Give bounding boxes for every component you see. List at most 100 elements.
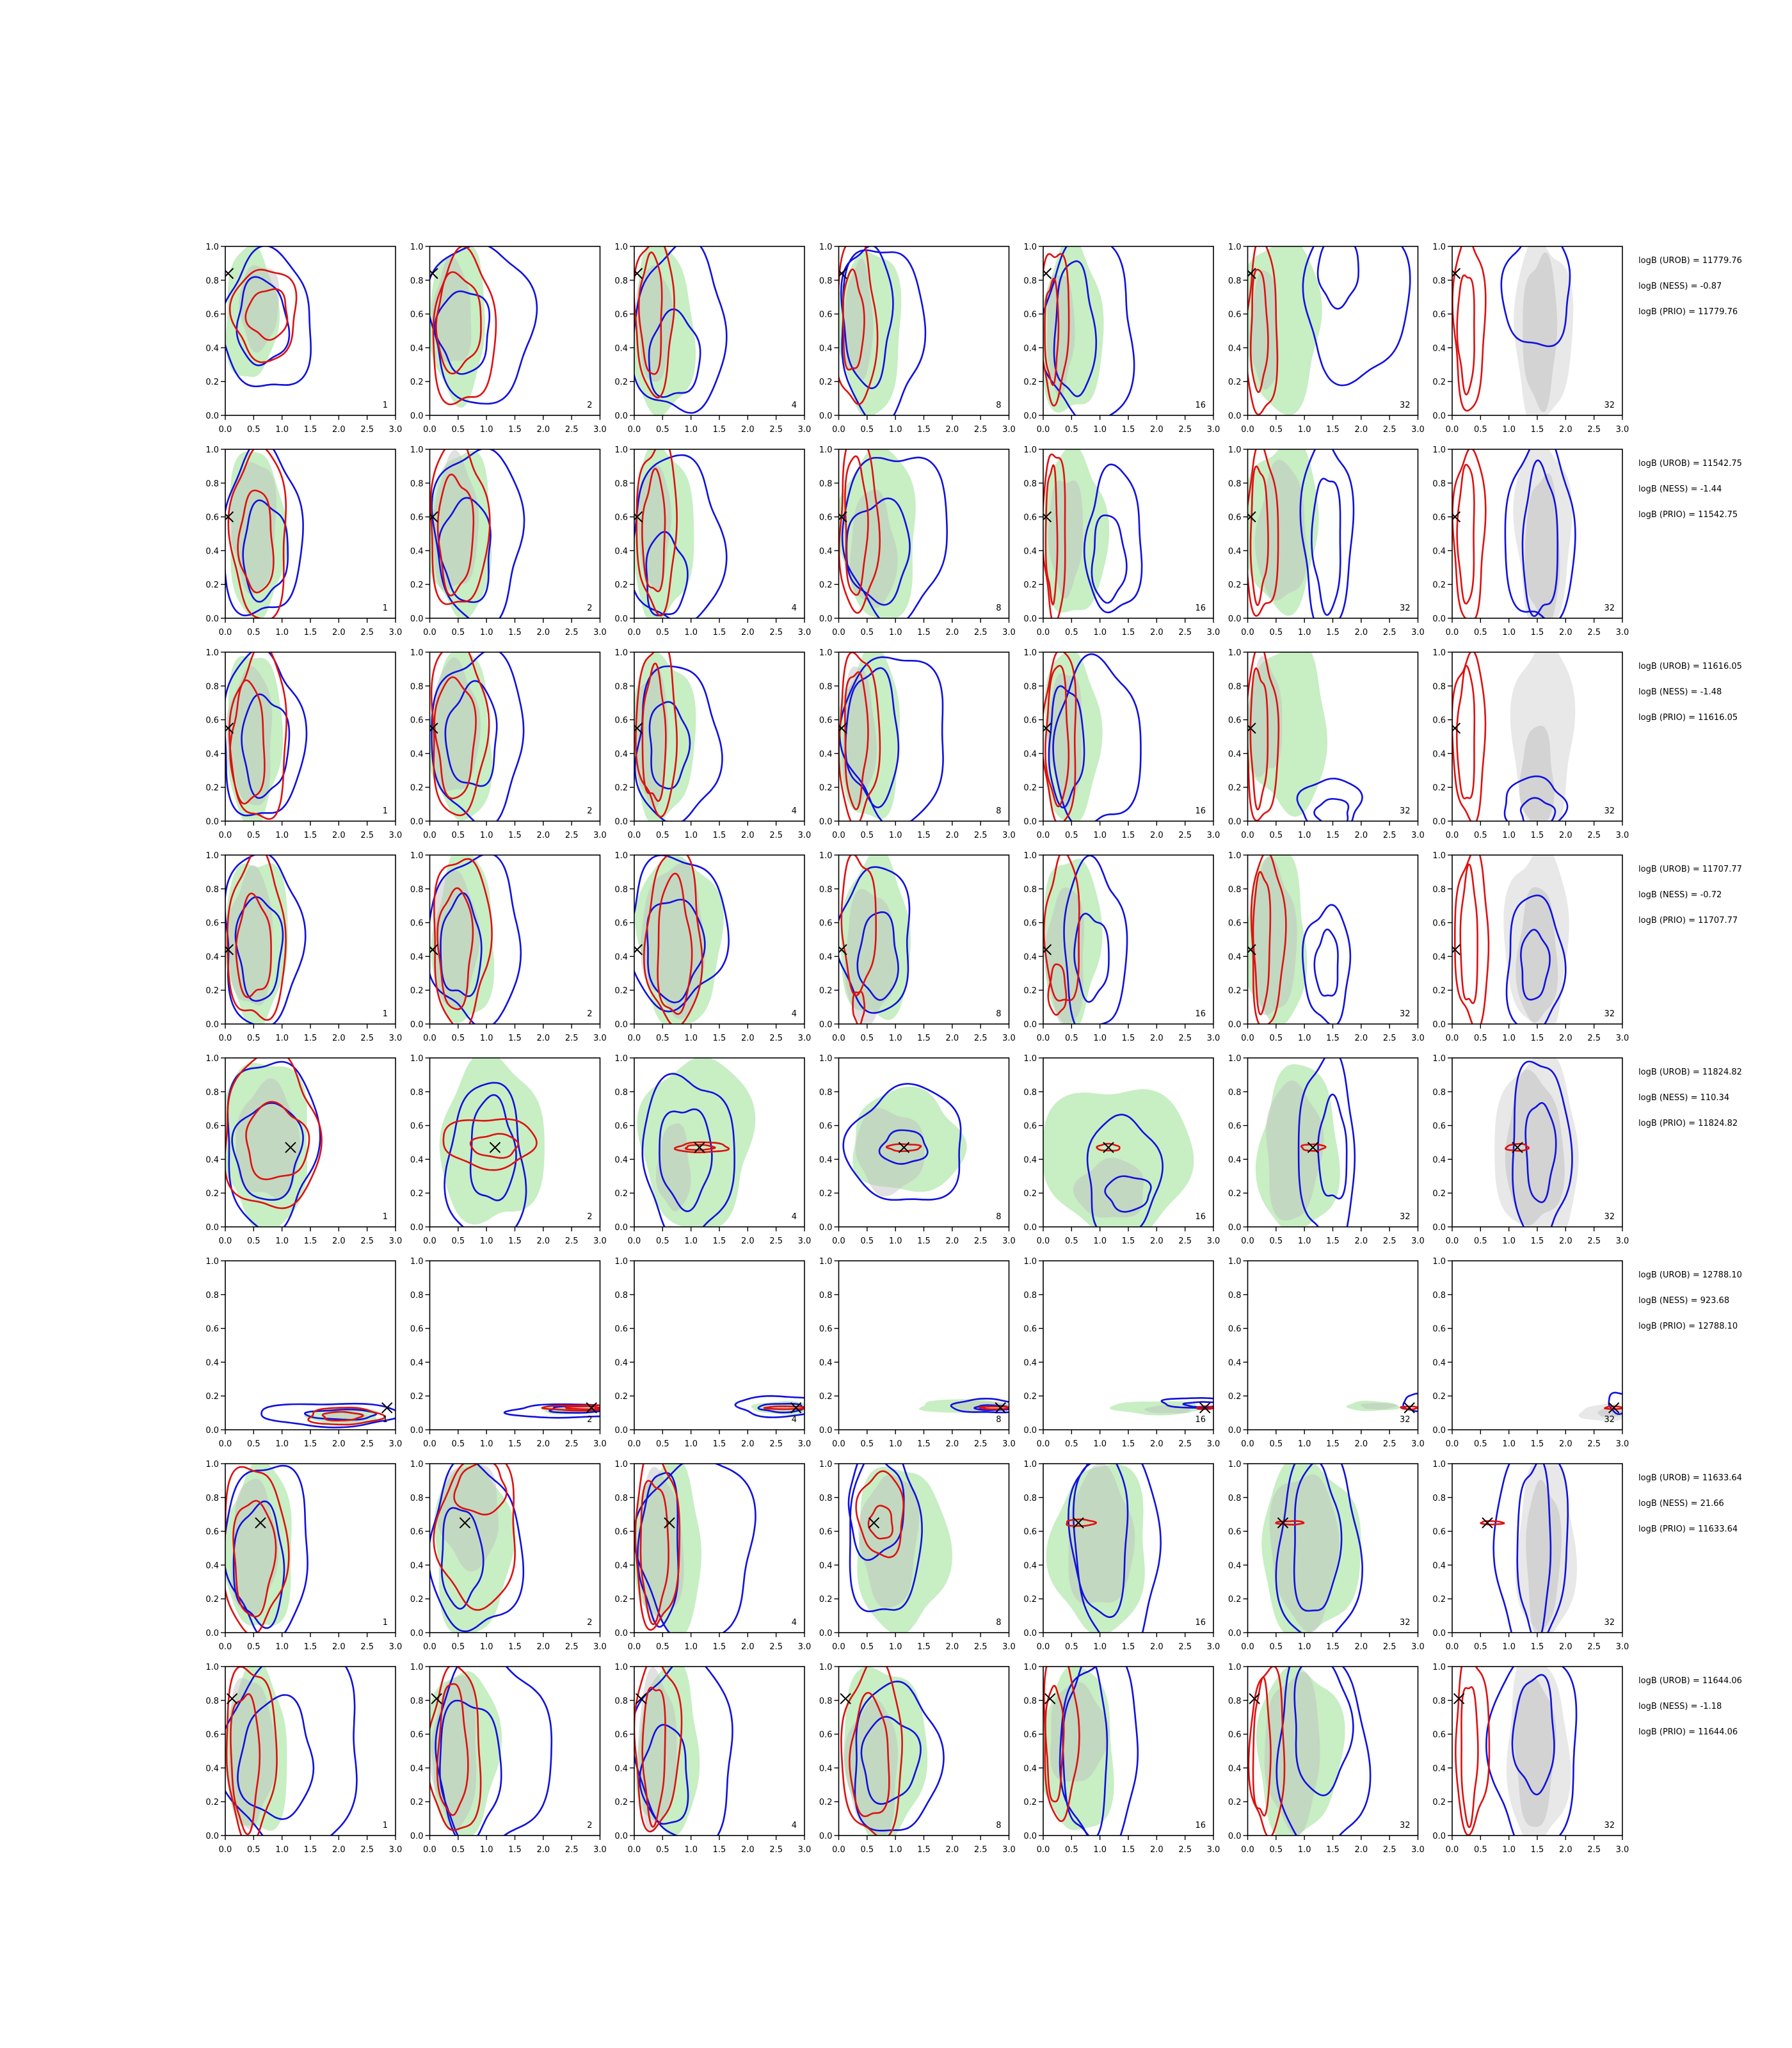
subplot: 0.0 0.5 1.0 1.5 2.0 2.5 3.0 0.0 0.2 0.4 0.6 0.8 1.0 3… [1432, 1663, 1629, 1855]
x-tick-label: 3.0 [798, 425, 812, 435]
red-contour [1043, 253, 1070, 407]
green-density [852, 1086, 967, 1192]
y-tick-label: 1.0 [819, 648, 833, 658]
red-contour [1456, 274, 1475, 396]
true-value-marker [1452, 944, 1461, 956]
x-tick-label: 0.0 [628, 1034, 641, 1043]
x-tick-label: 0.5 [451, 831, 465, 840]
x-tick-label: 2.5 [1383, 628, 1396, 637]
x-tick-label: 0.5 [1269, 425, 1283, 435]
true-value-marker [489, 1142, 501, 1153]
x-tick-label: 2.5 [1178, 1034, 1192, 1043]
x-tick-label: 2.5 [769, 628, 783, 637]
x-tick-label: 3.0 [798, 1034, 812, 1043]
y-tick-label: 0.8 [1023, 885, 1037, 895]
y-tick-label: 0.0 [819, 412, 833, 421]
red-contour [1456, 463, 1475, 605]
panel-count-label: 4 [792, 401, 797, 410]
x-tick-label: 1.0 [1298, 1642, 1311, 1652]
x-tick-label: 3.0 [1616, 1845, 1629, 1855]
logB-annotation: logB (NESS) = 110.34 [1638, 1093, 1729, 1103]
y-tick-label: 0.8 [410, 1697, 424, 1706]
logB-annotation: logB (NESS) = -1.18 [1638, 1702, 1722, 1711]
x-tick-label: 2.0 [1150, 1642, 1164, 1652]
y-tick-label: 0.4 [1228, 1155, 1242, 1165]
blue-contour [757, 1402, 804, 1414]
y-tick-label: 0.2 [205, 1798, 219, 1807]
x-tick-label: 2.5 [769, 1034, 783, 1043]
blue-contour [444, 680, 498, 787]
x-tick-label: 2.0 [536, 1034, 550, 1043]
red-contour [641, 1686, 666, 1828]
y-tick-label: 0.4 [1432, 749, 1446, 759]
x-tick-label: 0.0 [1037, 1845, 1050, 1855]
x-tick-label: 0.5 [451, 1034, 465, 1043]
grey-density-inner [1523, 252, 1558, 413]
blue-contour [225, 652, 308, 817]
y-tick-label: 0.0 [410, 1223, 424, 1233]
x-tick-label: 0.5 [656, 1439, 669, 1449]
y-tick-label: 0.6 [614, 1325, 628, 1334]
x-tick-label: 1.5 [1326, 628, 1340, 637]
subplot: 0.0 0.5 1.0 1.5 2.0 2.5 3.0 0.0 0.2 0.4 0.6 0.8 1.0 1… [1023, 445, 1220, 637]
subplot: 0.0 0.5 1.0 1.5 2.0 2.5 3.0 0.0 0.2 0.4 0.6 0.8 1.0 3… [1432, 1054, 1629, 1246]
y-tick-label: 0.0 [205, 1629, 219, 1638]
x-tick-label: 0.0 [1446, 628, 1459, 637]
x-tick-label: 2.5 [1383, 1236, 1396, 1246]
y-tick-label: 1.0 [1228, 445, 1242, 455]
blue-contour [634, 454, 728, 618]
x-tick-label: 0.0 [1446, 1034, 1459, 1043]
true-value-marker [1247, 268, 1256, 279]
plot-area [840, 1667, 945, 1836]
x-tick-label: 2.5 [1587, 1439, 1601, 1449]
true-value-marker [664, 1517, 675, 1529]
panel-count-label: 4 [792, 1415, 797, 1425]
true-value-marker [225, 723, 234, 734]
blue-contour [634, 665, 723, 821]
figure-row: 0.0 0.5 1.0 1.5 2.0 2.5 3.0 0.0 0.2 0.4 0.6 0.8 1.0 1… [205, 851, 1742, 1043]
y-tick-label: 0.0 [205, 614, 219, 624]
x-tick-label: 0.5 [1474, 1439, 1487, 1449]
x-tick-label: 1.5 [917, 628, 931, 637]
y-tick-label: 0.0 [1228, 1426, 1242, 1436]
x-tick-label: 3.0 [798, 1439, 812, 1449]
x-tick-label: 1.5 [508, 1439, 522, 1449]
y-tick-label: 0.4 [1432, 952, 1446, 962]
x-tick-label: 2.0 [536, 1845, 550, 1855]
y-tick-label: 0.2 [819, 986, 833, 996]
y-tick-label: 0.6 [410, 919, 424, 929]
x-tick-label: 2.0 [1354, 628, 1368, 637]
x-tick-label: 0.0 [1241, 425, 1254, 435]
subplot: 0.0 0.5 1.0 1.5 2.0 2.5 3.0 0.0 0.2 0.4 0.6 0.8 1.0 1 [205, 1663, 402, 1855]
y-tick-label: 1.0 [410, 648, 424, 658]
red-contour [1252, 871, 1272, 1016]
logB-annotation: logB (PRIO) = 11707.77 [1638, 916, 1738, 925]
blue-contour [440, 892, 483, 997]
y-tick-label: 0.8 [819, 682, 833, 692]
x-tick-label: 2.0 [1559, 1034, 1572, 1043]
x-tick-label: 2.5 [1383, 1642, 1396, 1652]
subplot: 0.0 0.5 1.0 1.5 2.0 2.5 3.0 0.0 0.2 0.4 0.6 0.8 1.0 1 [205, 1257, 402, 1449]
y-tick-label: 1.0 [614, 648, 628, 658]
logB-annotation: logB (UROB) = 11542.75 [1638, 459, 1742, 468]
blue-contour [637, 1471, 680, 1628]
red-contour [237, 489, 275, 594]
y-tick-label: 0.0 [1432, 412, 1446, 421]
y-tick-label: 1.0 [819, 1257, 833, 1267]
subplot: 0.0 0.5 1.0 1.5 2.0 2.5 3.0 0.0 0.2 0.4 0.6 0.8 1.0 8 [819, 1460, 1016, 1652]
red-contour [225, 1058, 323, 1210]
y-tick-label: 0.4 [819, 344, 833, 353]
plot-area [634, 449, 728, 618]
plot-area [1453, 1667, 1578, 1836]
x-tick-label: 2.5 [360, 1642, 374, 1652]
y-tick-label: 0.4 [1228, 547, 1242, 556]
true-value-marker [225, 511, 234, 523]
x-tick-label: 1.5 [1326, 425, 1340, 435]
subplot: 0.0 0.5 1.0 1.5 2.0 2.5 3.0 0.0 0.2 0.4 0.6 0.8 1.0 3… [1228, 445, 1425, 637]
y-tick-label: 0.6 [410, 513, 424, 523]
logB-annotation: logB (PRIO) = 11779.76 [1638, 307, 1738, 317]
x-tick-label: 0.5 [451, 1845, 465, 1855]
y-tick-label: 0.4 [1228, 344, 1242, 353]
red-contour [852, 990, 866, 1024]
x-tick-label: 3.0 [593, 1642, 607, 1652]
